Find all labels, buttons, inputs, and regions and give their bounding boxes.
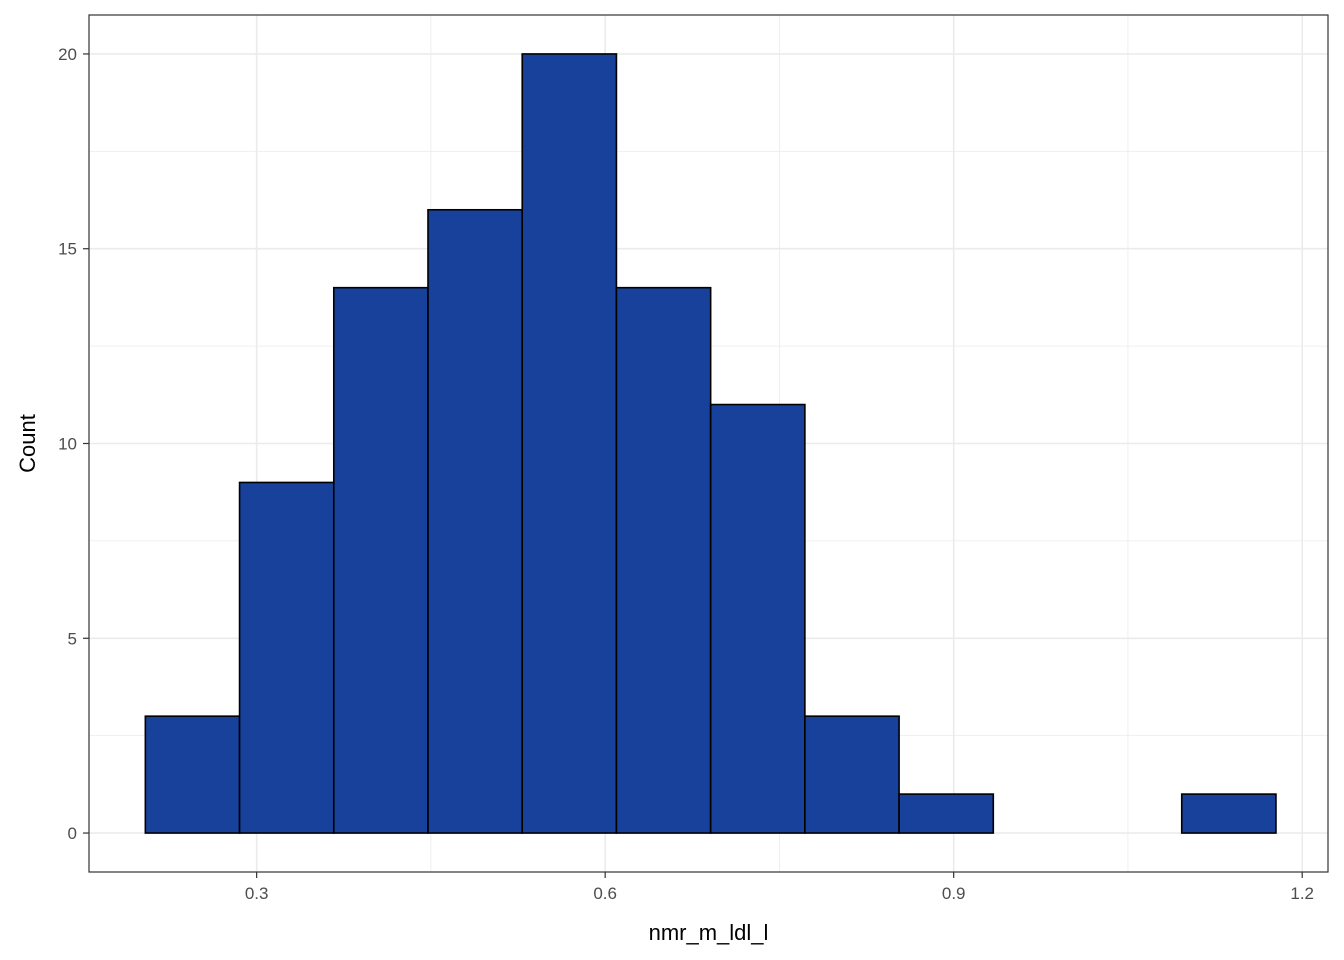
x-tick-label: 1.2	[1290, 884, 1314, 903]
x-tick-label: 0.6	[593, 884, 617, 903]
histogram-bars	[144, 53, 1277, 834]
y-tick-label: 20	[58, 45, 77, 64]
y-tick-label: 15	[58, 240, 77, 259]
histogram-bar	[427, 208, 524, 834]
histogram-bar	[521, 53, 618, 834]
y-tick-label: 0	[68, 824, 77, 843]
histogram-bar	[804, 715, 900, 834]
y-axis-title: Count	[15, 414, 40, 473]
histogram-bar	[238, 481, 335, 834]
x-axis-title: nmr_m_ldl_l	[649, 920, 769, 945]
histogram-bar	[898, 793, 995, 834]
histogram-bar	[332, 286, 429, 834]
histogram-bar	[615, 286, 712, 834]
histogram-bar	[709, 403, 806, 834]
x-tick-label: 0.3	[245, 884, 269, 903]
y-axis: 0 5 10 15 20	[58, 45, 89, 843]
histogram-bar	[144, 715, 241, 834]
y-tick-label: 5	[68, 629, 77, 648]
x-tick-label: 0.9	[942, 884, 966, 903]
x-axis: 0.3 0.6 0.9 1.2	[245, 872, 1314, 903]
y-tick-label: 10	[58, 435, 77, 454]
histogram-bar	[1180, 793, 1277, 834]
